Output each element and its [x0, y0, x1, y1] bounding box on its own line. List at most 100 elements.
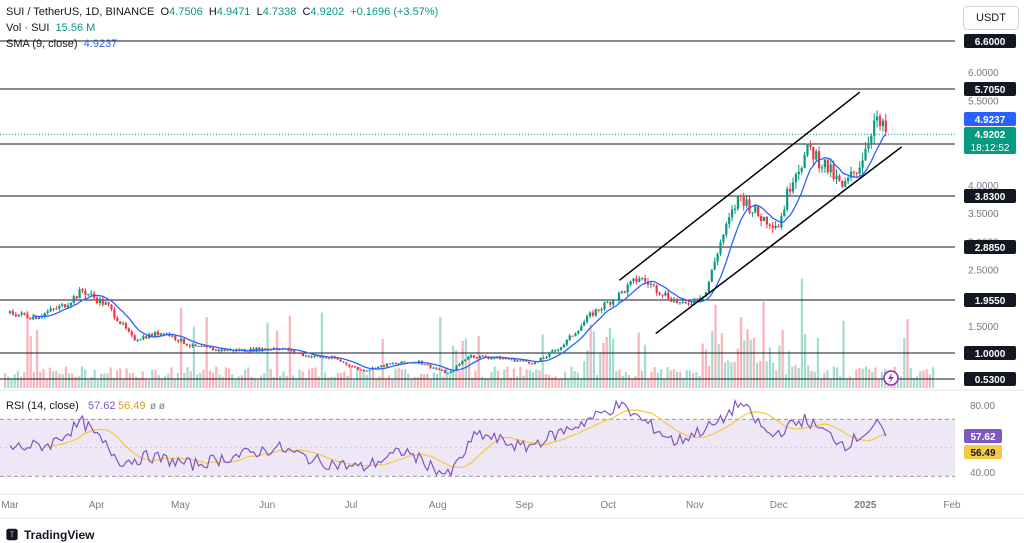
candle-body [525, 360, 528, 362]
volume-bar [512, 368, 515, 388]
candle-body [95, 297, 99, 304]
candle-body [597, 309, 600, 311]
volume-bar [333, 376, 336, 388]
candle-body [354, 366, 357, 368]
candle-body [423, 364, 426, 366]
volume-bar [832, 366, 835, 388]
volume-bar [416, 377, 419, 388]
candle-body [797, 171, 800, 175]
high-label: H [208, 6, 217, 18]
volume-bar [36, 329, 39, 388]
candle-body [710, 269, 713, 282]
candle-body [577, 330, 580, 334]
volume-bar [871, 371, 874, 388]
volume-bar [138, 378, 141, 388]
candle-body [539, 357, 542, 362]
volume-bar [791, 366, 794, 388]
channel-upper-line [618, 91, 861, 281]
volume-bar [352, 379, 355, 388]
volume-bar [311, 367, 314, 388]
candle-body [359, 369, 362, 371]
candle-body [301, 353, 304, 357]
candle-body [820, 167, 824, 169]
tradingview-logo: 🆃 TradingView [6, 526, 94, 543]
rsi-legend-icons: ø ø [150, 401, 165, 412]
candle-body [17, 314, 20, 317]
volume-bar [32, 372, 35, 388]
candle-body [557, 349, 560, 351]
candle-body [571, 335, 574, 337]
volume-bar [650, 371, 653, 388]
candle-body [182, 338, 186, 344]
volume-bar [570, 366, 573, 388]
volume-bar [644, 344, 647, 388]
volume-bar [458, 371, 461, 388]
x-tick-label: Sep [515, 500, 533, 511]
candle-body [98, 298, 101, 304]
volume-bar [231, 374, 234, 388]
volume-bar [589, 324, 592, 388]
volume-bar [349, 366, 352, 388]
volume-bar [250, 376, 253, 388]
x-tick-label: Oct [600, 500, 616, 511]
candle-body [609, 302, 612, 305]
candle-body [841, 180, 844, 187]
rsi-line [9, 398, 887, 478]
volume-bar [64, 366, 67, 388]
volume-bar [234, 378, 237, 388]
rsi-ma-tag-label: 56.49 [970, 448, 995, 459]
volume-bar [180, 308, 183, 388]
volume-bar [397, 367, 400, 388]
candle-body [594, 309, 597, 316]
volume-bar [612, 338, 615, 388]
level-tag-label: 5.7050 [975, 85, 1006, 96]
volume-bar [720, 333, 723, 388]
volume-bar [292, 375, 295, 388]
candle-body [664, 292, 667, 296]
volume-bar [698, 375, 701, 388]
candle-body [612, 299, 615, 305]
candle-body [681, 301, 684, 303]
volume-bar [602, 342, 605, 388]
candle-body [391, 363, 394, 365]
candle-body [739, 195, 742, 197]
volume-bar [487, 378, 490, 388]
candle-body [835, 175, 838, 179]
candle-body [507, 358, 510, 360]
volume-bar [426, 373, 429, 388]
volume-bar [557, 378, 560, 388]
volume-bar [253, 378, 256, 388]
countdown-label: 18:12:52 [971, 143, 1010, 154]
candle-body [675, 299, 679, 303]
volume-bar [471, 377, 474, 388]
sma-line [33, 133, 887, 371]
candle-body [762, 216, 766, 222]
volume-bar [448, 374, 451, 388]
lightning-icon [888, 373, 894, 383]
volume-bar [365, 374, 368, 388]
volume-bar [544, 373, 547, 388]
candle-body [467, 357, 470, 360]
volume-bar [301, 371, 304, 388]
volume-bar [237, 376, 240, 388]
candle-body [452, 370, 455, 372]
candle-body [623, 291, 626, 293]
level-tag [964, 346, 1016, 360]
candle-body [481, 355, 484, 357]
candle-body [600, 309, 603, 311]
volume-bar [759, 361, 762, 388]
volume-bar [96, 379, 99, 388]
candle-body [635, 278, 638, 282]
level-tag [964, 293, 1016, 307]
volume-bar [903, 337, 906, 388]
candle-body [475, 357, 478, 359]
volume-bar [362, 371, 365, 388]
currency-button[interactable]: USDT [963, 6, 1019, 30]
volume-bar [573, 371, 576, 388]
candle-body [516, 360, 519, 362]
volume-bar [858, 367, 861, 388]
low-value: 4.7338 [262, 6, 297, 18]
candle-body [200, 345, 203, 347]
volume-bar [468, 355, 471, 388]
